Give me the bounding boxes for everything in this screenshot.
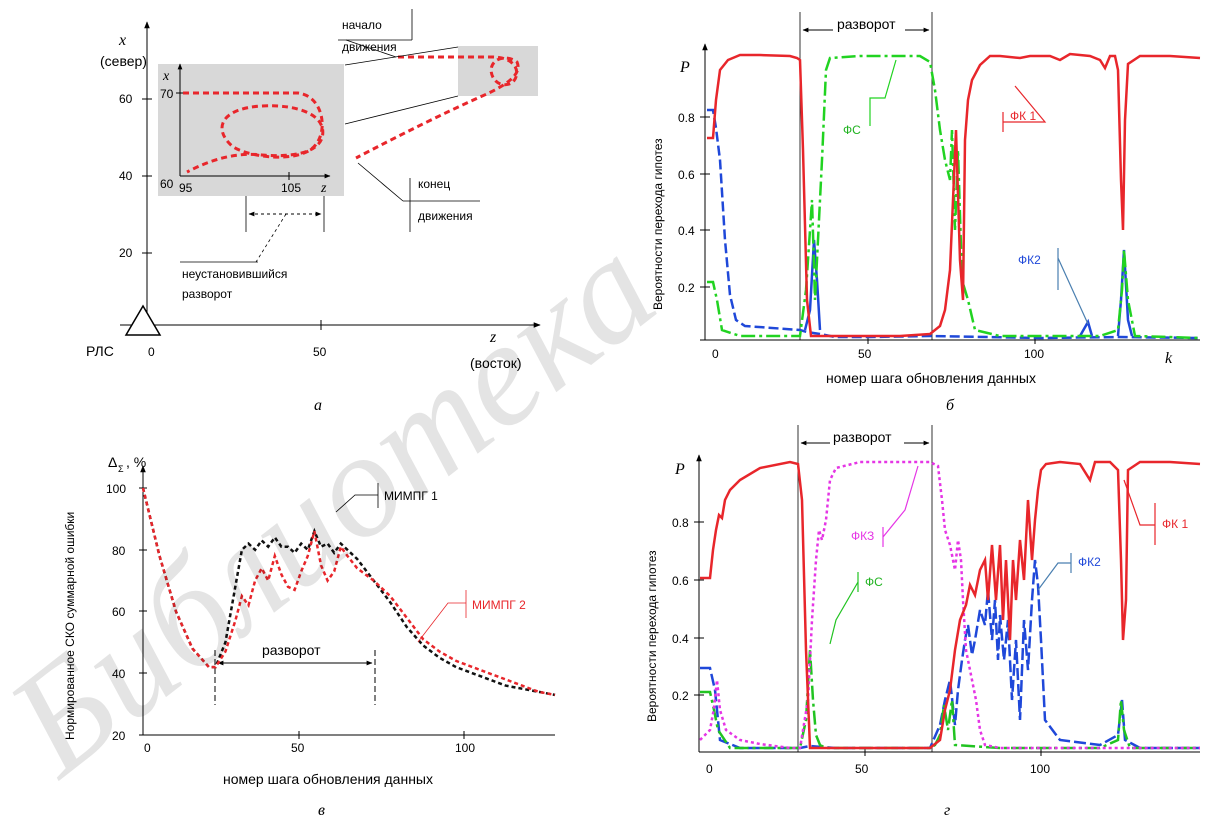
panel-a-xtick-50: 50 xyxy=(313,345,327,359)
panel-b-series-fs xyxy=(707,54,1201,340)
panel-a-end-label-2: движения xyxy=(418,209,473,223)
panel-c-ylabel: Нормированное СКО суммарной ошибки xyxy=(63,512,77,740)
panel-b-xtick-50: 50 xyxy=(858,347,872,361)
panel-a-unsteady-label: неустановившийся xyxy=(182,267,287,281)
panel-a-turn-box xyxy=(458,46,538,96)
panel-a-end-label: конец xyxy=(418,177,450,191)
panel-d-ytick-0.8: 0.8 xyxy=(672,516,689,530)
panel-a-inset-ytick-60: 60 xyxy=(160,177,174,191)
panel-d-ytick-0.4: 0.4 xyxy=(672,632,689,646)
panel-c-legend-mimpg2: МИМПГ 2 xyxy=(472,598,526,612)
panel-b-ytick-0.8: 0.8 xyxy=(678,111,695,125)
panel-c-ylabel-var: Δ xyxy=(108,454,117,470)
panel-c-ytick-60: 60 xyxy=(112,605,126,619)
panel-b-ytick-0.2: 0.2 xyxy=(678,281,695,295)
panel-a-inset-background xyxy=(158,64,344,196)
panel-a-ylabel: x xyxy=(118,32,126,49)
panel-a-ytick-40: 40 xyxy=(119,169,133,183)
panel-c-xtick-100: 100 xyxy=(455,741,475,755)
panel-a-inset-ytick-70: 70 xyxy=(160,87,174,101)
panel-d-xtick-50: 50 xyxy=(855,762,869,776)
panel-a-trajectory xyxy=(355,55,520,160)
panel-d-probabilities: 0.2 0.4 0.6 0.8 0 50 100 Вероятности пер… xyxy=(645,425,1201,819)
panel-a-inset-xlabel: z xyxy=(320,181,327,196)
panel-b-turn-label: разворот xyxy=(837,16,896,32)
panel-a-ytick-60: 60 xyxy=(119,92,133,106)
panel-b-xlabel: номер шага обновления данных xyxy=(826,370,1036,386)
panel-d-legend-fs: ФС xyxy=(865,575,883,589)
panel-d-legend-fk2: ФК2 xyxy=(1078,555,1101,569)
panel-c-series-mimpg2 xyxy=(141,487,556,697)
panel-a-xtick-0: 0 xyxy=(148,345,155,359)
watermark-text: Библиотека xyxy=(0,203,685,807)
panel-d-y-ticks: 0.2 0.4 0.6 0.8 xyxy=(672,516,704,703)
panel-b-legend-fs: ФС xyxy=(843,123,861,137)
panel-a-origin-label: РЛС xyxy=(86,343,114,359)
panel-d-ylabel: Вероятности перехода гипотез xyxy=(645,550,659,722)
panel-b-ytick-0.4: 0.4 xyxy=(678,224,695,238)
panel-b-xtick-0: 0 xyxy=(712,347,719,361)
radar-triangle-icon xyxy=(124,304,162,336)
panel-b-ytick-0.6: 0.6 xyxy=(678,168,695,182)
panel-a-y-ticks: 20 40 60 xyxy=(119,92,152,260)
panel-c-xtick-0: 0 xyxy=(144,741,151,755)
panel-a-inset-ylabel: x xyxy=(162,69,170,84)
panel-d-series-fs xyxy=(700,649,1200,750)
panel-c-turn-label: разворот xyxy=(262,642,321,658)
panel-b-ylabel: Вероятности перехода гипотез xyxy=(651,138,665,310)
panel-c-caption: в xyxy=(318,802,325,819)
panel-a-start-label-2: движения xyxy=(342,40,397,54)
panel-d-ylabel-var: P xyxy=(674,461,685,478)
panel-c-ytick-40: 40 xyxy=(112,667,126,681)
panel-b-series-fk2-spikes xyxy=(803,239,1134,337)
panel-a-inset-xtick-95: 95 xyxy=(179,181,193,195)
panel-b-series-fk1 xyxy=(707,52,1201,338)
panel-c-xtick-50: 50 xyxy=(291,741,305,755)
panel-c-ylabel-unit: , % xyxy=(126,454,146,470)
panel-c-error: 20 40 60 80 100 0 50 100 номер шага обно… xyxy=(63,454,556,819)
panel-b-ylabel-var: P xyxy=(679,59,690,76)
panel-d-turn-label: разворот xyxy=(833,429,892,445)
panel-d-series-fk3 xyxy=(699,460,1200,750)
panel-b-y-ticks: 0.2 0.4 0.6 0.8 xyxy=(678,111,710,295)
panel-d-series-fk1 xyxy=(700,460,1201,750)
panel-b-xlabel-var: k xyxy=(1165,350,1173,367)
panel-d-legend-fk3: ФКЗ xyxy=(851,529,874,543)
panel-c-y-ticks: 20 40 60 80 100 xyxy=(106,482,147,743)
panel-a-inset-trajectory xyxy=(183,91,325,174)
panel-c-ytick-80: 80 xyxy=(112,544,126,558)
panel-b-legend-fk2: ФК2 xyxy=(1018,253,1041,267)
panel-a-unsteady-label-2: разворот xyxy=(182,287,233,301)
panel-b-xtick-100: 100 xyxy=(1024,347,1044,361)
panel-c-xlabel: номер шага обновления данных xyxy=(223,771,433,787)
panel-a-ylabel-unit: (север) xyxy=(100,53,147,69)
panel-a-start-label: начало xyxy=(342,18,382,32)
panel-a-trajectory: x (север) z (восток) 20 40 60 0 50 РЛС x… xyxy=(86,9,541,414)
panel-c-ytick-20: 20 xyxy=(112,729,126,743)
panel-d-xtick-0: 0 xyxy=(706,762,713,776)
panel-d-ytick-0.2: 0.2 xyxy=(672,689,689,703)
panel-d-caption: г xyxy=(944,802,950,819)
panel-d-legend-fk1: ФК 1 xyxy=(1162,517,1188,531)
panel-a-inset-xtick-105: 105 xyxy=(281,181,301,195)
panel-a-caption: а xyxy=(314,397,322,414)
panel-a-xlabel-unit: (восток) xyxy=(470,355,522,371)
panel-d-ytick-0.6: 0.6 xyxy=(672,574,689,588)
panel-b-legend-fk1: ФК 1 xyxy=(1010,109,1036,123)
panel-a-ytick-20: 20 xyxy=(119,246,133,260)
panel-c-ytick-100: 100 xyxy=(106,482,126,496)
panel-c-legend-mimpg1: МИМПГ 1 xyxy=(384,489,438,503)
panel-b-series-fk2-base xyxy=(707,108,1201,340)
panel-a-xlabel: z xyxy=(489,329,497,346)
panel-b-probabilities: 0.2 0.4 0.6 0.8 0 50 100 k номер шага об… xyxy=(651,12,1201,414)
panel-c-ylabel-sub: Σ xyxy=(118,464,124,474)
panel-c-series-mimpg1 xyxy=(141,487,556,697)
panel-d-xtick-100: 100 xyxy=(1030,762,1050,776)
panel-b-caption: б xyxy=(946,397,955,414)
